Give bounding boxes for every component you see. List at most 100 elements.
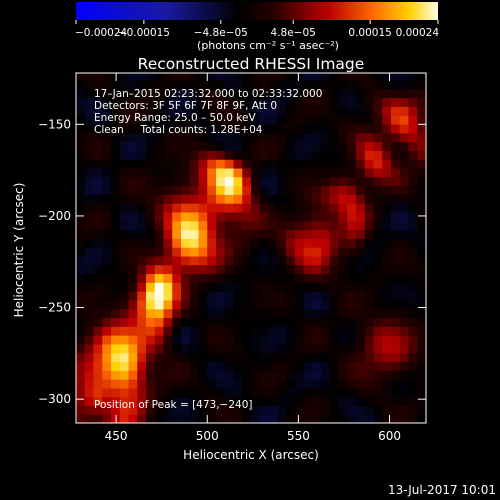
heatmap-cell — [102, 97, 112, 107]
heatmap-cell — [216, 159, 226, 169]
heatmap-cell — [84, 326, 95, 336]
heatmap-cell — [347, 194, 357, 204]
heatmap-cell — [391, 123, 401, 134]
heatmap-cell — [119, 299, 130, 310]
heatmap-cell — [426, 291, 435, 300]
heatmap-cell — [382, 308, 392, 319]
heatmap-cell — [84, 317, 95, 327]
heatmap-cell — [128, 73, 138, 81]
heatmap-cell — [216, 370, 226, 380]
heatmap-cell — [364, 387, 375, 398]
heatmap-cell — [286, 282, 296, 292]
heatmap-cell — [189, 255, 200, 266]
heatmap-cell — [154, 123, 165, 134]
heatmap-cell — [277, 141, 287, 151]
heatmap-cell — [233, 247, 243, 257]
heatmap-cell — [119, 79, 130, 90]
heatmap-cell — [207, 167, 217, 178]
heatmap-cell — [207, 317, 217, 327]
heatmap-cell — [224, 185, 235, 195]
heatmap-cell — [321, 361, 331, 371]
heatmap-cell — [347, 361, 357, 371]
heatmap-cell — [119, 352, 130, 363]
heatmap-cell — [207, 79, 217, 90]
heatmap-cell — [102, 229, 112, 239]
heatmap-cell — [102, 79, 112, 90]
heatmap-cell — [163, 211, 173, 222]
heatmap-cell — [277, 115, 287, 125]
heatmap-cell — [391, 141, 401, 151]
heatmap-cell — [76, 255, 86, 266]
heatmap-cell — [382, 299, 392, 310]
heatmap-cell — [146, 211, 156, 222]
heatmap-cell — [426, 370, 435, 379]
heatmap-cell — [294, 282, 305, 292]
heatmap-cell — [119, 238, 130, 248]
heatmap-cell — [181, 247, 191, 257]
heatmap-cell — [111, 396, 121, 407]
heatmap-cell — [216, 255, 226, 266]
heatmap-cell — [286, 414, 296, 423]
heatmap-cell — [146, 282, 156, 292]
heatmap-cell — [382, 352, 392, 363]
heatmap-cell — [242, 203, 252, 213]
heatmap-cell — [399, 141, 410, 151]
heatmap-cell — [242, 106, 252, 116]
heatmap-cell — [268, 88, 278, 99]
heatmap-cell — [128, 229, 138, 239]
heatmap-cell — [154, 308, 165, 319]
heatmap-cell — [216, 405, 226, 415]
heatmap-cell — [364, 396, 375, 407]
heatmap-cell — [163, 387, 173, 398]
plot-frame — [75, 72, 427, 424]
heatmap-cell — [321, 185, 331, 195]
heatmap-cell — [233, 291, 243, 301]
heatmap-cell — [286, 229, 296, 239]
heatmap-cell — [364, 141, 375, 151]
heatmap-cell — [251, 238, 261, 248]
heatmap-cell — [391, 396, 401, 407]
heatmap-cell — [312, 79, 322, 90]
heatmap-cell — [338, 291, 348, 301]
heatmap-cell — [146, 387, 156, 398]
heatmap-cell — [329, 73, 340, 81]
heatmap-cell — [417, 387, 426, 398]
heatmap-cell — [137, 379, 147, 389]
heatmap-cell — [111, 405, 121, 415]
heatmap-cell — [277, 255, 287, 266]
heatmap-cell — [111, 167, 121, 178]
heatmap-cell — [163, 335, 173, 345]
heatmap-cell — [198, 326, 208, 336]
heatmap-cell — [84, 97, 95, 107]
heatmap-cell — [382, 211, 392, 222]
heatmap-cell — [128, 396, 138, 407]
heatmap-cell — [259, 159, 270, 169]
heatmap-cell — [137, 308, 147, 319]
heatmap-cell — [207, 352, 217, 363]
heatmap-cell — [303, 370, 313, 380]
heatmap-cell — [338, 141, 348, 151]
heatmap-cell — [373, 185, 383, 195]
y-tick-label: −200 — [38, 209, 71, 223]
heatmap-cell — [408, 167, 418, 178]
heatmap-cell — [216, 88, 226, 99]
heatmap-cell — [207, 185, 217, 195]
heatmap-cell — [303, 396, 313, 407]
heatmap-cell — [102, 370, 112, 380]
heatmap-cell — [93, 291, 103, 301]
heatmap-cell — [259, 97, 270, 107]
heatmap-cell — [146, 88, 156, 99]
heatmap-cell — [382, 176, 392, 187]
heatmap-cell — [338, 317, 348, 327]
colorbar-tick-label: 0.00015 — [348, 27, 391, 39]
heatmap-cell — [391, 88, 401, 99]
heatmap-cell — [329, 106, 340, 116]
heatmap-cell — [364, 247, 375, 257]
heatmap-cell — [93, 379, 103, 389]
heatmap-cell — [338, 79, 348, 90]
heatmap-cell — [364, 361, 375, 371]
heatmap-cell — [111, 97, 121, 107]
heatmap-cell — [417, 317, 426, 327]
heatmap-cell — [189, 335, 200, 345]
